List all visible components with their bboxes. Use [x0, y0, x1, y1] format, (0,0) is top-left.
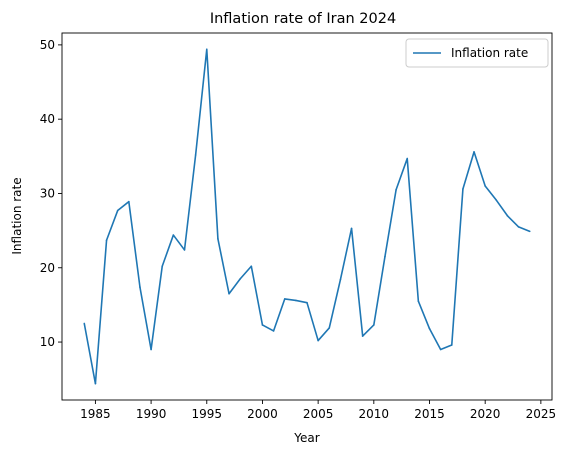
y-tick-label: 30	[40, 186, 55, 200]
data-point	[194, 154, 197, 156]
data-point	[417, 300, 420, 302]
data-point	[495, 199, 498, 201]
data-point	[450, 344, 453, 346]
data-point	[228, 292, 230, 295]
data-point	[161, 265, 164, 268]
data-point	[339, 278, 342, 281]
data-point	[172, 234, 175, 236]
data-point	[128, 200, 130, 203]
data-point	[105, 239, 108, 242]
data-points	[83, 48, 531, 385]
data-point	[395, 188, 397, 191]
data-point	[239, 278, 241, 280]
x-tick-label: 2010	[359, 407, 390, 421]
data-point	[261, 324, 264, 326]
chart-title: Inflation rate of Iran 2024	[210, 11, 396, 27]
data-point	[205, 48, 208, 51]
y-tick-label: 10	[40, 335, 55, 349]
data-point	[462, 188, 464, 190]
data-point	[116, 209, 119, 212]
data-point	[473, 151, 475, 153]
data-point	[439, 348, 442, 351]
x-axis-title: Year	[293, 431, 319, 445]
data-point	[295, 299, 297, 302]
x-tick-label: 1995	[191, 407, 222, 421]
data-point	[373, 324, 375, 326]
y-axis: 10 20 30 40 50	[40, 38, 62, 349]
data-point	[139, 286, 141, 288]
x-tick-label: 2025	[526, 407, 557, 421]
x-tick-label: 1985	[80, 407, 111, 421]
data-point	[150, 348, 152, 351]
y-tick-label: 50	[40, 38, 55, 52]
legend-label: Inflation rate	[451, 46, 528, 60]
data-point	[183, 249, 186, 251]
data-point	[428, 327, 431, 330]
data-point	[517, 226, 520, 228]
data-point	[506, 214, 509, 217]
data-point	[283, 298, 286, 300]
data-point	[83, 322, 86, 325]
legend-box	[405, 38, 549, 68]
legend: Inflation rate	[405, 38, 549, 68]
plot-area	[61, 32, 553, 401]
data-point	[94, 382, 97, 385]
data-point	[361, 335, 364, 337]
y-tick-label: 20	[40, 261, 55, 275]
y-tick-label: 40	[40, 112, 55, 126]
data-point	[272, 330, 275, 332]
data-point	[217, 237, 219, 240]
data-point	[328, 327, 331, 329]
data-point	[306, 301, 308, 304]
plot-frame	[61, 32, 553, 401]
data-point	[250, 265, 253, 268]
x-tick-label: 2005	[303, 407, 334, 421]
y-axis-title: Inflation rate	[10, 177, 24, 254]
data-point	[384, 255, 386, 258]
x-tick-label: 2000	[247, 407, 278, 421]
data-point	[406, 157, 409, 160]
data-point	[317, 339, 319, 342]
data-point	[350, 227, 353, 230]
x-tick-label: 1990	[136, 407, 167, 421]
x-tick-label: 2015	[414, 407, 445, 421]
data-point	[484, 185, 486, 187]
data-point	[528, 230, 531, 233]
x-tick-label: 2020	[470, 407, 501, 421]
x-axis: 1985 1990 1995 2000 2005 2010 2015 2020 2025	[80, 400, 556, 421]
